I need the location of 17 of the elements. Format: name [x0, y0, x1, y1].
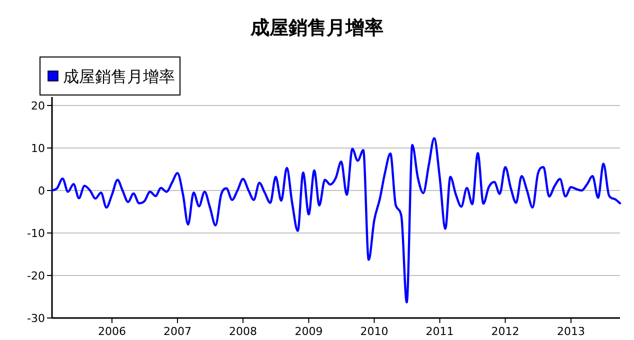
x-tick-label: 2008: [229, 325, 258, 338]
y-tick-label: -20: [27, 270, 45, 282]
x-tick-label: 2006: [98, 325, 126, 338]
x-tick-label: 2010: [360, 325, 388, 338]
x-tick-label: 2009: [294, 325, 323, 338]
y-tick-label: -30: [27, 312, 45, 325]
x-tick-label: 2012: [491, 325, 520, 338]
x-tick-label: 2011: [426, 325, 454, 338]
y-tick-label: 0: [38, 184, 45, 198]
y-tick-label: -10: [27, 227, 45, 240]
y-tick-label: 10: [31, 142, 45, 155]
x-tick-label: 2013: [556, 325, 585, 338]
chart-title: 成屋銷售月增率: [250, 17, 384, 39]
legend-label: 成屋銷售月增率: [63, 67, 175, 86]
line-series: [50, 137, 622, 304]
y-tick-label: 20: [31, 100, 45, 112]
x-tick-label: 2007: [163, 325, 192, 338]
